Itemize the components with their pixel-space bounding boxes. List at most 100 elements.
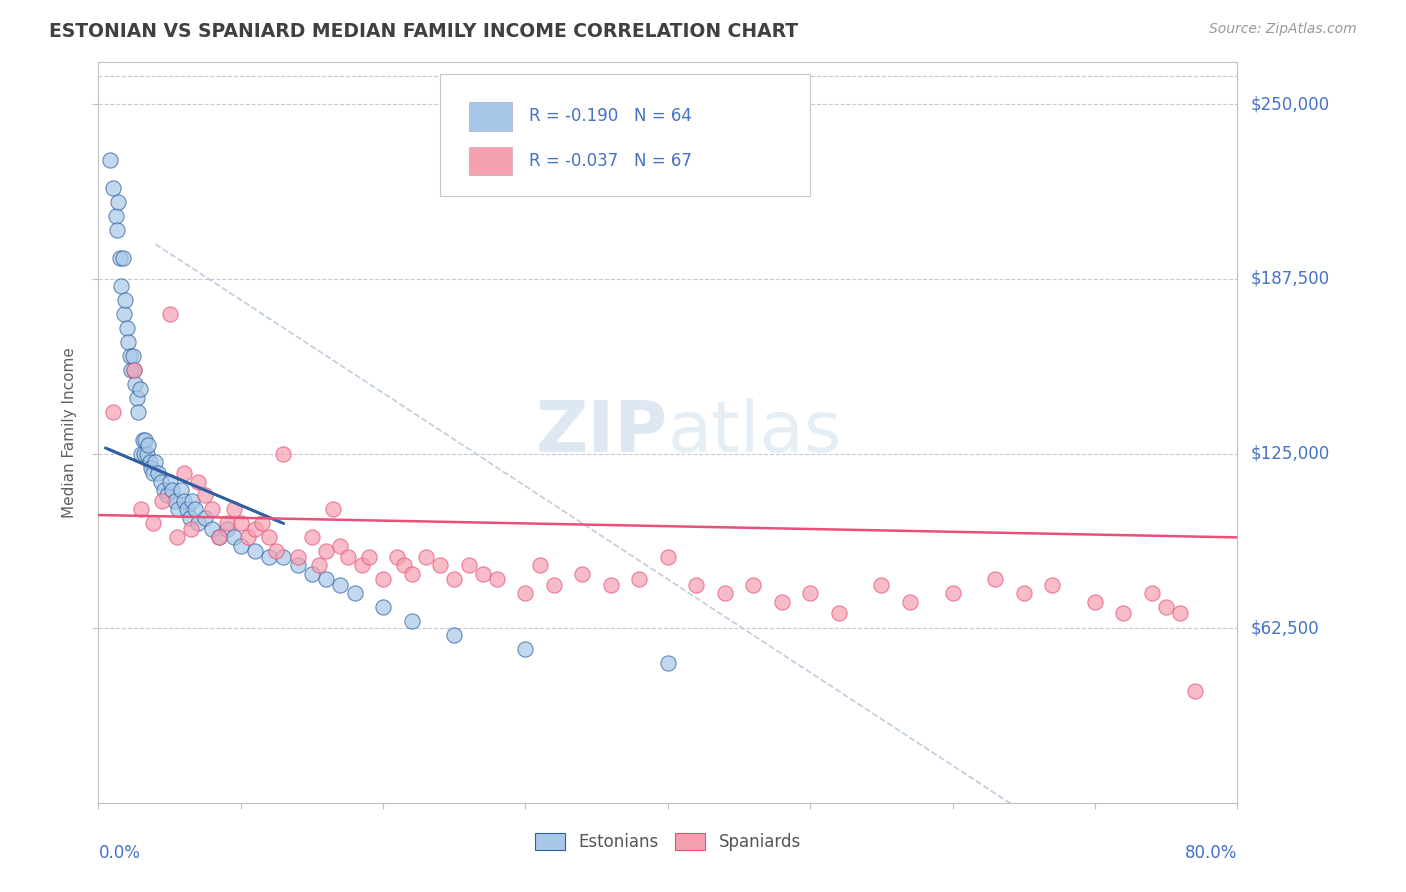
Point — [110, 279, 132, 293]
Point — [194, 511, 217, 525]
Point — [222, 502, 245, 516]
Point — [266, 544, 288, 558]
Point — [471, 566, 494, 581]
FancyBboxPatch shape — [440, 73, 810, 195]
Bar — [468, 103, 512, 130]
Point — [1140, 586, 1163, 600]
Point — [173, 466, 195, 480]
Point — [215, 516, 238, 531]
Point — [287, 558, 309, 573]
Point — [343, 586, 366, 600]
Point — [124, 376, 146, 391]
Point — [628, 572, 651, 586]
Point — [250, 516, 273, 531]
Point — [742, 578, 765, 592]
Point — [657, 656, 679, 670]
Point — [187, 516, 209, 531]
Text: $250,000: $250,000 — [1251, 95, 1330, 113]
Point — [1184, 684, 1206, 698]
Point — [329, 578, 352, 592]
Point — [125, 391, 148, 405]
Point — [1170, 606, 1192, 620]
Point — [287, 549, 309, 564]
Point — [243, 522, 266, 536]
Point — [112, 41, 135, 55]
Point — [315, 544, 337, 558]
Point — [373, 572, 395, 586]
Point — [115, 321, 138, 335]
Point — [486, 572, 509, 586]
Point — [118, 349, 141, 363]
Point — [301, 566, 323, 581]
Point — [134, 433, 156, 447]
Point — [105, 223, 128, 237]
Point — [457, 558, 479, 573]
Text: ZIP: ZIP — [536, 398, 668, 467]
Point — [208, 530, 231, 544]
Point — [236, 530, 259, 544]
Text: 80.0%: 80.0% — [1185, 844, 1237, 862]
Point — [443, 572, 465, 586]
Point — [600, 578, 623, 592]
Point — [657, 549, 679, 564]
Point — [1112, 606, 1135, 620]
Point — [1012, 586, 1035, 600]
Bar — [468, 147, 512, 175]
Point — [350, 558, 373, 573]
Point — [208, 530, 231, 544]
Point — [138, 455, 160, 469]
Point — [515, 642, 537, 657]
Point — [167, 502, 190, 516]
Point — [1084, 594, 1107, 608]
Point — [259, 549, 281, 564]
Point — [870, 578, 893, 592]
Point — [387, 549, 409, 564]
Point — [145, 455, 167, 469]
Point — [107, 195, 129, 210]
Point — [159, 475, 181, 489]
Point — [159, 307, 181, 321]
Point — [828, 606, 851, 620]
Point — [394, 558, 416, 573]
Text: ESTONIAN VS SPANIARD MEDIAN FAMILY INCOME CORRELATION CHART: ESTONIAN VS SPANIARD MEDIAN FAMILY INCOM… — [49, 22, 799, 41]
Point — [1154, 600, 1177, 615]
Point — [150, 475, 173, 489]
Point — [112, 307, 135, 321]
Point — [148, 466, 170, 480]
Text: atlas: atlas — [668, 398, 842, 467]
Point — [127, 405, 149, 419]
Point — [129, 446, 152, 460]
Point — [122, 363, 145, 377]
Point — [139, 460, 162, 475]
Point — [329, 539, 352, 553]
Point — [117, 334, 139, 349]
Point — [322, 502, 344, 516]
Point — [194, 488, 217, 502]
Point — [165, 494, 187, 508]
Text: 0.0%: 0.0% — [98, 844, 141, 862]
Point — [401, 566, 423, 581]
Point — [799, 586, 821, 600]
Point — [273, 446, 295, 460]
Point — [173, 494, 195, 508]
Point — [229, 539, 252, 553]
Point — [243, 544, 266, 558]
Point — [898, 594, 921, 608]
Point — [128, 382, 150, 396]
Point — [179, 511, 201, 525]
Point — [543, 578, 565, 592]
Point — [153, 483, 176, 497]
Point — [131, 433, 153, 447]
Point — [166, 530, 188, 544]
Point — [770, 594, 793, 608]
Text: $187,500: $187,500 — [1251, 270, 1330, 288]
Y-axis label: Median Family Income: Median Family Income — [62, 347, 77, 518]
Text: Source: ZipAtlas.com: Source: ZipAtlas.com — [1209, 22, 1357, 37]
Point — [135, 446, 157, 460]
Point — [122, 363, 145, 377]
Text: R = -0.037   N = 67: R = -0.037 N = 67 — [529, 152, 692, 169]
Point — [114, 293, 136, 307]
Point — [222, 530, 245, 544]
Point — [1040, 578, 1063, 592]
Point — [942, 586, 965, 600]
